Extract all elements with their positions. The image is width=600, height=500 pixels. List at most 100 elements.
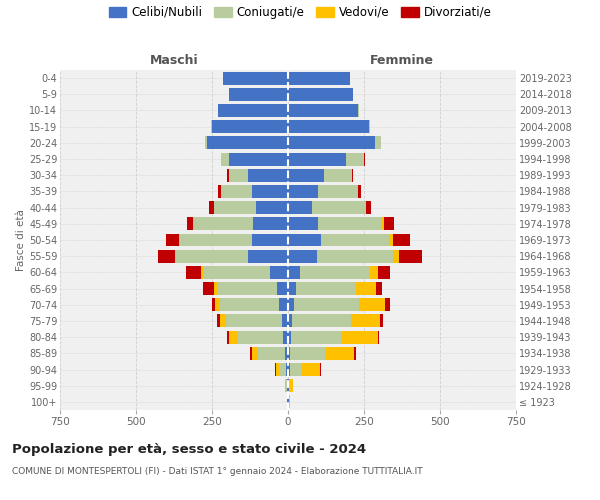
Bar: [288, 185, 319, 198]
Bar: [223, 72, 288, 85]
Bar: [376, 282, 382, 295]
Bar: [370, 266, 377, 279]
Bar: [300, 266, 370, 279]
Bar: [221, 152, 229, 166]
Bar: [251, 234, 288, 246]
Bar: [179, 234, 180, 246]
Bar: [209, 201, 214, 214]
Bar: [253, 218, 288, 230]
Bar: [285, 379, 286, 392]
Bar: [285, 347, 288, 360]
Bar: [212, 120, 288, 133]
Bar: [288, 88, 353, 101]
Bar: [208, 136, 288, 149]
Bar: [365, 201, 366, 214]
Bar: [175, 250, 176, 262]
Bar: [351, 314, 380, 328]
Bar: [288, 72, 350, 85]
Bar: [277, 282, 288, 295]
Bar: [205, 136, 208, 149]
Bar: [283, 330, 288, 344]
Bar: [288, 363, 290, 376]
Bar: [290, 379, 293, 392]
Bar: [288, 298, 294, 311]
Bar: [319, 218, 382, 230]
Bar: [393, 250, 399, 262]
Bar: [251, 185, 288, 198]
Bar: [215, 298, 220, 311]
Bar: [319, 185, 358, 198]
Bar: [256, 201, 288, 214]
Bar: [158, 250, 175, 262]
Bar: [226, 314, 282, 328]
Bar: [288, 250, 317, 262]
Bar: [287, 379, 288, 392]
Bar: [288, 379, 289, 392]
Bar: [220, 298, 279, 311]
Text: Femmine: Femmine: [370, 54, 434, 68]
Bar: [229, 330, 238, 344]
Bar: [377, 330, 379, 344]
Bar: [282, 314, 288, 328]
Bar: [218, 104, 288, 117]
Bar: [203, 282, 214, 295]
Bar: [227, 169, 229, 181]
Bar: [289, 396, 290, 408]
Bar: [325, 169, 352, 181]
Bar: [288, 136, 374, 149]
Bar: [212, 298, 215, 311]
Bar: [296, 282, 356, 295]
Bar: [279, 298, 288, 311]
Bar: [290, 347, 325, 360]
Bar: [238, 330, 283, 344]
Bar: [218, 185, 221, 198]
Bar: [359, 298, 385, 311]
Bar: [364, 152, 365, 166]
Bar: [385, 298, 390, 311]
Bar: [217, 282, 277, 295]
Bar: [279, 363, 286, 376]
Bar: [194, 218, 253, 230]
Bar: [288, 266, 300, 279]
Bar: [292, 314, 351, 328]
Bar: [288, 201, 313, 214]
Bar: [227, 330, 229, 344]
Bar: [346, 152, 364, 166]
Bar: [393, 234, 410, 246]
Bar: [352, 169, 353, 181]
Bar: [366, 201, 371, 214]
Bar: [221, 185, 251, 198]
Bar: [286, 379, 287, 392]
Bar: [176, 250, 248, 262]
Bar: [313, 201, 365, 214]
Bar: [286, 363, 288, 376]
Bar: [186, 266, 202, 279]
Bar: [214, 201, 256, 214]
Bar: [399, 250, 422, 262]
Bar: [217, 314, 220, 328]
Bar: [229, 169, 248, 181]
Bar: [202, 266, 203, 279]
Bar: [229, 88, 288, 101]
Bar: [288, 314, 292, 328]
Bar: [248, 169, 288, 181]
Bar: [294, 298, 359, 311]
Bar: [289, 379, 290, 392]
Bar: [291, 330, 341, 344]
Bar: [288, 396, 289, 408]
Bar: [368, 120, 370, 133]
Legend: Celibi/Nubili, Coniugati/e, Vedovi/e, Divorziati/e: Celibi/Nubili, Coniugati/e, Vedovi/e, Di…: [109, 6, 491, 19]
Bar: [288, 330, 291, 344]
Bar: [251, 347, 257, 360]
Bar: [358, 185, 361, 198]
Bar: [288, 282, 296, 295]
Bar: [358, 104, 359, 117]
Bar: [166, 234, 179, 246]
Bar: [288, 104, 358, 117]
Bar: [203, 266, 270, 279]
Y-axis label: Fasce di età: Fasce di età: [16, 209, 26, 271]
Bar: [229, 152, 288, 166]
Bar: [288, 218, 319, 230]
Bar: [290, 363, 302, 376]
Bar: [214, 282, 217, 295]
